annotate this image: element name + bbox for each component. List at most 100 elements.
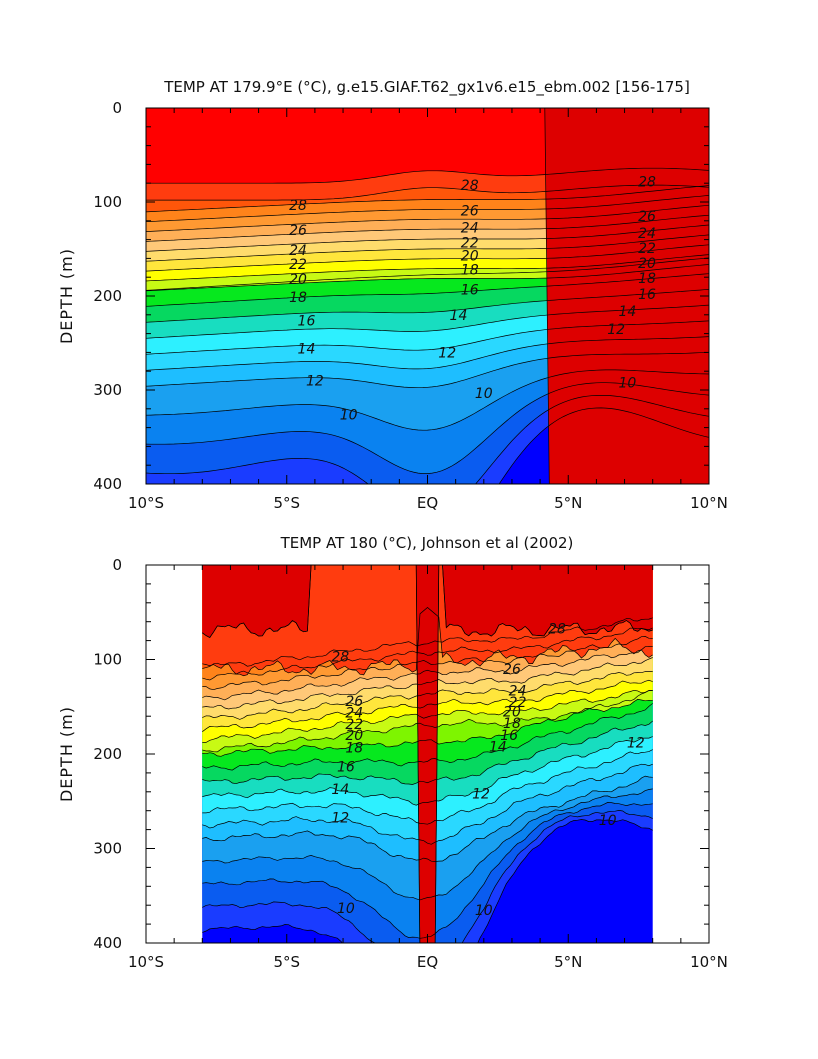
contour-line <box>202 617 653 669</box>
x-tick-label: 10°S <box>128 494 164 512</box>
contour-label: 24 <box>509 684 527 700</box>
y-tick-label: 100 <box>93 651 122 669</box>
contour-lines <box>146 108 709 484</box>
contour-line <box>146 185 709 213</box>
y-tick-label: 200 <box>93 287 122 305</box>
contour-label: 12 <box>472 787 490 803</box>
contour-line <box>146 289 709 323</box>
contour-label: 20 <box>345 728 363 744</box>
x-tick-label: 5°N <box>554 953 582 971</box>
x-tick-label: 10°N <box>690 953 728 971</box>
contour-line <box>146 369 709 431</box>
contour-label: 12 <box>627 736 645 752</box>
contour-line <box>202 703 653 771</box>
contour-line <box>146 273 709 307</box>
contour-label: 24 <box>345 705 363 721</box>
contour-line <box>146 204 709 232</box>
contour-label: 14 <box>331 782 349 798</box>
contour-line <box>146 234 709 262</box>
contour-label: 22 <box>638 241 656 257</box>
contour-label: 24 <box>461 220 479 236</box>
contour-line <box>202 636 653 691</box>
y-axis: 0 100 200 300 400 <box>93 556 709 952</box>
y-tick-label: 0 <box>112 99 122 117</box>
contour-line <box>146 264 709 292</box>
x-axis: 10°S 5°S EQ 5°N 10°N <box>128 565 728 971</box>
contour-label: 12 <box>306 374 324 390</box>
panel-model: TEMP AT 179.9°E (°C), g.e15.GIAF.T62_gx1… <box>57 78 728 512</box>
contour-label: 26 <box>345 694 363 710</box>
contour-label: 18 <box>461 263 479 279</box>
x-axis: 10°S 5°S EQ 5°N 10°N <box>128 108 728 512</box>
contour-label: 10 <box>475 386 493 402</box>
contour-label: 14 <box>298 342 316 358</box>
contour-label: 28 <box>461 178 479 194</box>
panel-observations: TEMP AT 180 (°C), Johnson et al (2002) 1… <box>57 534 728 971</box>
contour-label: 16 <box>500 728 518 744</box>
y-tick-label: 200 <box>93 745 122 763</box>
contour-band <box>202 565 653 943</box>
contour-label: 24 <box>289 243 307 259</box>
contour-line <box>202 819 653 943</box>
x-tick-label: 5°N <box>554 494 582 512</box>
contour-label: 10 <box>618 375 636 391</box>
contour-line <box>202 689 653 743</box>
contour-label: 14 <box>489 739 507 755</box>
contour-label: 16 <box>638 287 656 303</box>
contour-label: 22 <box>461 235 479 251</box>
contour-line <box>202 671 653 720</box>
contour-label: 26 <box>638 209 656 225</box>
contour-label: 20 <box>638 256 656 272</box>
contour-line <box>146 394 709 484</box>
x-tick-label: 5°S <box>273 953 300 971</box>
contour-label: 14 <box>450 308 468 324</box>
contour-label: 28 <box>548 621 566 637</box>
contour-labels: 2826242220181614121028262422201816141212… <box>331 621 645 919</box>
y-axis: 0 100 200 300 400 <box>93 99 709 493</box>
contour-field <box>202 565 653 943</box>
y-tick-label: 0 <box>112 556 122 574</box>
contour-line <box>202 763 653 845</box>
contour-line <box>146 195 709 223</box>
y-tick-label: 400 <box>93 934 122 952</box>
contour-label: 28 <box>289 198 307 214</box>
contour-label: 16 <box>298 313 316 329</box>
contour-line <box>146 254 709 282</box>
contour-line <box>202 720 653 785</box>
contour-line <box>202 736 653 806</box>
contour-line <box>202 607 653 677</box>
contour-label: 22 <box>509 695 527 711</box>
contour-line <box>498 407 709 484</box>
chart-title: TEMP AT 180 (°C), Johnson et al (2002) <box>280 534 574 552</box>
contour-label: 22 <box>289 257 307 273</box>
contour-line <box>202 679 653 732</box>
contour-line <box>146 244 709 272</box>
contour-line <box>202 565 653 943</box>
contour-line <box>202 788 653 901</box>
contour-line <box>202 749 653 825</box>
contour-label: 22 <box>345 717 363 733</box>
contour-label: 12 <box>438 345 456 361</box>
contour-label: 16 <box>461 282 479 298</box>
contour-label: 20 <box>289 272 307 288</box>
contour-line <box>146 224 709 252</box>
y-tick-label: 100 <box>93 193 122 211</box>
contour-label: 10 <box>599 813 617 829</box>
contour-label: 18 <box>638 271 656 287</box>
contour-label: 12 <box>607 322 625 338</box>
contour-line <box>146 304 709 339</box>
contour-line <box>202 775 653 862</box>
contour-line <box>146 382 709 474</box>
contour-label: 26 <box>289 223 307 239</box>
contour-band <box>146 108 709 484</box>
contour-line <box>146 257 709 291</box>
x-tick-label: 5°S <box>273 494 300 512</box>
contour-label: 18 <box>345 740 363 756</box>
y-tick-label: 400 <box>93 475 122 493</box>
contour-line <box>146 184 709 201</box>
contour-label: 18 <box>503 716 521 732</box>
x-tick-label: 10°N <box>690 494 728 512</box>
contour-label: 20 <box>503 704 521 720</box>
contour-label: 10 <box>475 903 493 919</box>
